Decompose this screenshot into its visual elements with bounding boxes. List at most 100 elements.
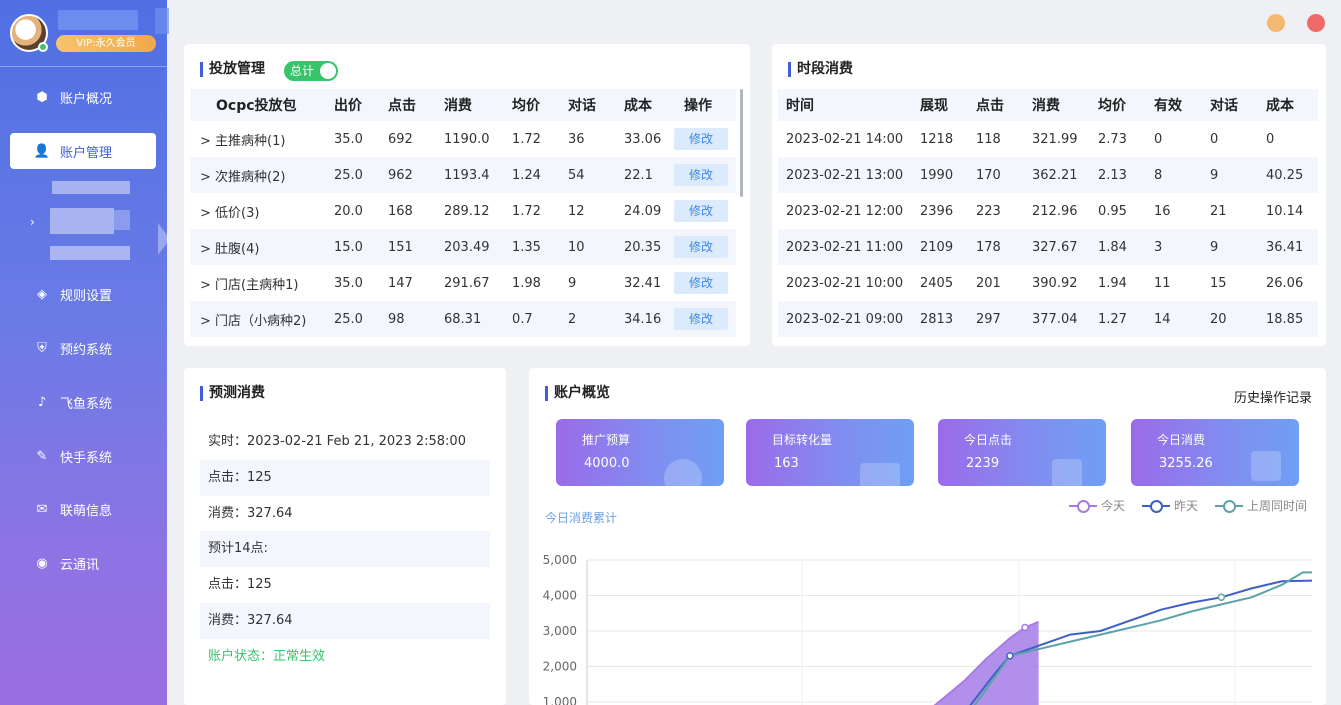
- table-cell: 2023-02-21 12:00: [778, 193, 920, 229]
- edit-button[interactable]: 修改: [674, 164, 728, 186]
- scrollbar[interactable]: [740, 89, 743, 197]
- y-tick-label: 2,000: [543, 660, 577, 674]
- legend-item-today[interactable]: 今天: [1069, 497, 1125, 514]
- sidebar-item-kuaishou[interactable]: ✎ 快手系统: [10, 438, 156, 474]
- legend-marker: [1215, 499, 1243, 513]
- total-toggle[interactable]: 总计: [284, 61, 338, 81]
- chevron-right-icon[interactable]: ›: [30, 215, 35, 229]
- edit-button[interactable]: 修改: [674, 308, 728, 330]
- y-tick-label: 3,000: [543, 624, 577, 638]
- edit-button[interactable]: 修改: [674, 200, 728, 222]
- avatar[interactable]: [10, 14, 48, 52]
- card-title: 时段消费: [788, 62, 853, 77]
- table-cell: 1990: [920, 157, 976, 193]
- table-cell: 0.95: [1098, 193, 1154, 229]
- sidebar-item-label: 云通讯: [60, 557, 100, 573]
- table-cell: > 门店(主病种1): [190, 265, 334, 301]
- history-link[interactable]: 历史操作记录: [1233, 391, 1312, 406]
- table-cell: 0.7: [512, 301, 568, 337]
- column-header: 点击: [388, 89, 444, 121]
- edit-button[interactable]: 修改: [674, 236, 728, 258]
- toggle-knob: [320, 63, 336, 79]
- sidebar-item-account-management[interactable]: 👤 账户管理: [10, 133, 156, 169]
- table-cell: > 次推病种(2): [190, 157, 334, 193]
- table-row[interactable]: > 门店(主病种1) 35.0 147 291.67 1.98 9 32.41 修改: [190, 265, 736, 301]
- stat-value: 163: [774, 456, 799, 471]
- table-cell: 2405: [920, 265, 976, 301]
- delivery-management-card: 投放管理 总计 Ocpc投放包 出价 点击 消费 均价 对话 成本 操作 > 主…: [184, 44, 750, 346]
- legend-label: 昨天: [1174, 499, 1199, 513]
- y-tick-label: 4,000: [543, 589, 577, 603]
- chart-subtitle: 今日消费累计: [545, 511, 618, 525]
- table-header-row: Ocpc投放包 出价 点击 消费 均价 对话 成本 操作: [190, 89, 736, 121]
- sidebar-item-cloud[interactable]: ◉ 云通讯: [10, 545, 156, 581]
- close-button[interactable]: [1307, 14, 1325, 32]
- yuan-icon: [664, 459, 702, 486]
- user-icon: 👤: [33, 143, 51, 159]
- layers-icon: ◈: [37, 286, 47, 302]
- edit-button[interactable]: 修改: [674, 128, 728, 150]
- table-cell: 9: [1210, 157, 1266, 193]
- collapse-handle[interactable]: [158, 223, 170, 255]
- table-row: 2023-02-21 14:00 1218 118 321.99 2.73 0 0 0: [778, 121, 1318, 157]
- table-cell: > 主推病种(1): [190, 121, 334, 157]
- table-cell: 223: [976, 193, 1032, 229]
- sidebar-item-feiyu[interactable]: ♪ 飞鱼系统: [10, 384, 156, 420]
- table-cell: 1.24: [512, 157, 568, 193]
- table-row[interactable]: > 次推病种(2) 25.0 962 1193.4 1.24 54 22.1 修改: [190, 157, 736, 193]
- sidebar-item-rules[interactable]: ◈ 规则设置: [10, 276, 156, 312]
- shield-icon: ⛨: [37, 340, 47, 356]
- tiktok-icon: ♪: [37, 394, 47, 410]
- column-header: 成本: [1266, 89, 1318, 121]
- legend-marker: [1069, 499, 1097, 513]
- column-header: 成本: [624, 89, 674, 121]
- legend-label: 上周同时间: [1247, 499, 1308, 513]
- table-cell: 2023-02-21 13:00: [778, 157, 920, 193]
- table-cell: 0: [1154, 121, 1210, 157]
- table-cell: 16: [1154, 193, 1210, 229]
- table-cell: 291.67: [444, 265, 512, 301]
- sidebar-item-label: 账户管理: [60, 145, 113, 161]
- y-tick-label: 5,000: [543, 553, 577, 567]
- table-cell: 327.67: [1032, 229, 1098, 265]
- table-row[interactable]: > 主推病种(1) 35.0 692 1190.0 1.72 36 33.06 修改: [190, 121, 736, 157]
- period-consumption-card: 时段消费 时间 展现 点击 消费 均价 有效 对话 成本 2023-02-21 …: [772, 44, 1326, 346]
- table-cell: 9: [1210, 229, 1266, 265]
- table-row[interactable]: > 低价(3) 20.0 168 289.12 1.72 12 24.09 修改: [190, 193, 736, 229]
- table-cell: > 低价(3): [190, 193, 334, 229]
- sidebar-item-label: 规则设置: [60, 288, 113, 304]
- predict-cost-text: 消费：327.64: [200, 603, 490, 639]
- sidebar-item-booking[interactable]: ⛨ 预约系统: [10, 330, 156, 366]
- table-cell: 修改: [674, 193, 736, 229]
- table-cell: 20.35: [624, 229, 674, 265]
- table-row[interactable]: > 肚腹(4) 15.0 151 203.49 1.35 10 20.35 修改: [190, 229, 736, 265]
- table-cell: 147: [388, 265, 444, 301]
- sidebar-item-account-overview[interactable]: ⬢ 账户概况: [10, 79, 156, 115]
- realtime-text: 实时：2023-02-21 Feb 21, 2023 2:58:00: [208, 434, 466, 449]
- table-row: 2023-02-21 11:00 2109 178 327.67 1.84 3 9 36.41: [778, 229, 1318, 265]
- table-cell: 21: [1210, 193, 1266, 229]
- table-cell: > 门店（小病种2): [190, 301, 334, 337]
- legend-item-yesterday[interactable]: 昨天: [1142, 497, 1198, 514]
- table-cell: 40.25: [1266, 157, 1318, 193]
- username-redacted: [58, 10, 138, 30]
- table-cell: 修改: [674, 121, 736, 157]
- legend-item-last-week[interactable]: 上周同时间: [1215, 497, 1307, 514]
- delivery-table: Ocpc投放包 出价 点击 消费 均价 对话 成本 操作 > 主推病种(1) 35…: [190, 89, 736, 337]
- predict-label: 预计14点:: [200, 531, 490, 567]
- table-row[interactable]: > 门店（小病种2) 25.0 98 68.31 0.7 2 34.16 修改: [190, 301, 736, 337]
- point-marker-today: [1021, 623, 1029, 632]
- sidebar-item-label: 预约系统: [60, 342, 113, 358]
- table-cell: 178: [976, 229, 1032, 265]
- edit-button[interactable]: 修改: [674, 272, 728, 294]
- stat-label: 推广预算: [582, 433, 631, 447]
- stat-label: 目标转化量: [772, 433, 833, 447]
- table-cell: 20: [1210, 301, 1266, 337]
- table-cell: 32.41: [624, 265, 674, 301]
- predict-clicks-text: 点击：125: [208, 577, 272, 592]
- stat-card-spend: 今日消费 3255.26: [1131, 419, 1299, 486]
- minimize-button[interactable]: [1267, 14, 1285, 32]
- table-cell: 390.92: [1032, 265, 1098, 301]
- sidebar-item-lianmeng[interactable]: ✉ 联萌信息: [10, 491, 156, 527]
- column-header: 时间: [778, 89, 920, 121]
